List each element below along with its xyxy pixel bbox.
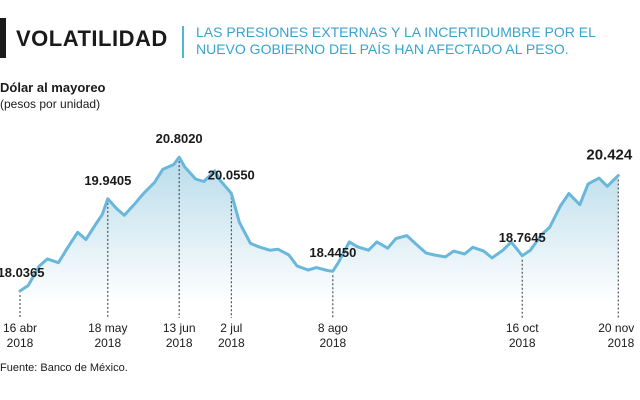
x-tick-year-label: 2018 [166,336,193,350]
page-title: VOLATILIDAD [16,26,168,51]
data-label: 20.0550 [208,167,255,182]
x-tick-label: 13 jun [163,321,196,335]
chart-title: Dólar al mayoreo [0,80,106,95]
x-tick-label: 8 ago [318,321,348,335]
data-label: 19.9405 [84,173,131,188]
area-fill [20,157,619,304]
x-tick-year-label: 2018 [218,336,245,350]
x-tick-year-label: 2018 [608,336,635,350]
x-tick-label: 2 jul [220,321,242,335]
subtitle-rule [182,26,184,58]
data-label: 18.4450 [309,245,356,260]
page-subtitle: LAS PRESIONES EXTERNAS Y LA INCERTIDUMBR… [196,24,596,57]
series-line [18,155,620,293]
x-tick-label: 16 abr [3,321,37,335]
x-tick-year-label: 2018 [7,336,34,350]
x-tick-label: 18 may [88,321,127,335]
data-label: 20.424 [586,146,633,163]
x-tick-year-label: 2018 [319,336,346,350]
title-accent-bar [0,18,6,58]
x-tick-year-label: 2018 [509,336,536,350]
data-label: 18.0365 [0,265,45,280]
x-tick-year-label: 2018 [94,336,121,350]
title-block: VOLATILIDAD [0,18,168,58]
x-tick-label: 16 oct [506,321,539,335]
y-axis-unit-label: (pesos por unidad) [0,97,101,111]
x-tick-label: 20 nov [598,321,634,335]
source-note: Fuente: Banco de México. [0,362,128,374]
data-label: 20.8020 [156,131,203,146]
data-label: 18.7645 [499,230,546,245]
